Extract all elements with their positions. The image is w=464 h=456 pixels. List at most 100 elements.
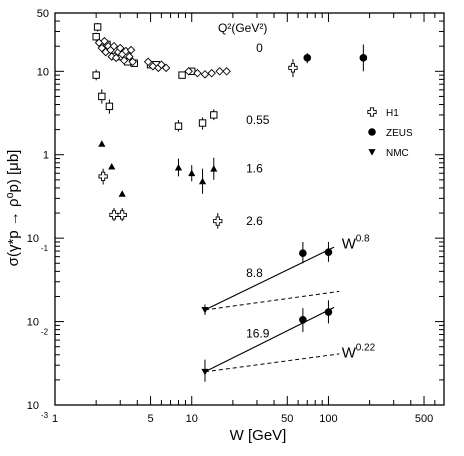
open-cross-marker [117,210,127,220]
fit-line-solid [204,306,335,373]
y-tick-exponent: -2 [41,328,49,337]
y-tick-label: 10 [27,400,39,412]
open-cross-marker [109,210,119,220]
open-diamond-marker [107,52,116,61]
open-diamond-marker [143,57,153,67]
open-diamond-marker [157,60,166,69]
filled-triangle-up-marker [108,163,116,170]
data-points [92,22,368,382]
open-square-series [92,22,218,132]
open-cross-marker [213,216,223,226]
open-square-marker [92,32,100,41]
open-square-marker [92,71,100,79]
open-diamond-marker [100,36,109,46]
open-diamond-marker [126,45,136,55]
open-square-marker [98,92,106,101]
plot-frame [54,12,445,406]
open-diamond-marker [111,53,121,63]
q2-header-label: Q²(GeV²) [218,21,267,35]
filled-triangle-down-marker [201,368,209,376]
fit-lines [204,246,340,373]
open-diamond-marker [200,70,210,79]
open-cross-marker [98,171,108,182]
fit-power-label: W [342,236,357,253]
fit-line-dashed [204,353,340,373]
open-diamond-marker [184,67,193,76]
y-tick-label: 10 [27,317,39,329]
open-square-marker [105,102,114,111]
x-tick-label: 50 [281,413,293,425]
h1-series [98,59,298,229]
legend: H1 ZEUS NMC [367,107,413,159]
filled-triangle-up-marker [174,164,183,171]
y-tick-label: 1 [43,150,49,162]
open-diamond-marker [119,56,129,65]
x-tick-label: 500 [415,413,433,425]
axis-ticks [54,12,445,406]
fit-line-solid [204,246,335,311]
filled-triangle-down-marker [201,307,209,314]
filled-triangle-down-marker [368,149,376,156]
legend-entry-label: H1 [386,108,399,119]
y-tick-label: 10 [37,66,49,78]
filled-triangle-up-series [98,140,218,197]
fit-power-label: W [342,345,357,362]
y-tick-label: 50 [37,8,49,20]
q2-value-label: 8.8 [246,266,263,280]
legend-entry-label: ZEUS [386,128,413,139]
filled-circle-marker [324,248,333,256]
fit-power-exponent: 0.8 [356,234,370,245]
q2-value-label: 0.55 [246,113,270,127]
filled-circle-marker [299,316,307,324]
fit-line-dashed [204,290,340,311]
open-cross-marker [367,107,377,117]
q2-labels: 0 0.55 1.6 2.6 8.8 16.9 [246,41,270,340]
x-tick-label: 10 [186,413,198,425]
filled-circle-marker [299,249,307,258]
open-diamond-marker [207,68,216,78]
open-diamond-marker [125,52,134,61]
filled-triangle-up-marker [98,140,106,147]
open-diamond-marker [161,63,171,73]
x-tick-labels: 1 5 10 50 100 500 [52,413,433,425]
q2-value-label: 2.6 [246,214,263,228]
open-diamond-marker [215,67,224,76]
y-tick-label: 10 [27,233,39,245]
y-tick-exponent: -3 [41,411,49,420]
x-tick-label: 1 [52,413,58,425]
open-square-marker [210,111,218,119]
filled-circle-marker [303,54,312,62]
filled-triangle-up-marker [118,190,126,197]
filled-circle-marker [368,128,376,136]
filled-triangle-up-marker [210,165,218,172]
filled-triangle-up-marker [188,169,196,177]
open-square-marker [174,122,183,130]
open-cross-marker [288,63,298,73]
open-square-marker [198,119,207,127]
open-diamond-marker [115,43,125,53]
open-diamond-marker [193,68,202,78]
fit-labels: W 0.8W 0.22 [342,234,376,362]
open-diamond-marker [109,41,119,51]
y-tick-exponent: -1 [41,244,49,253]
fit-power-exponent: 0.22 [356,343,376,354]
open-square-marker [178,71,186,79]
filled-circle-marker [324,308,333,316]
x-tick-label: 5 [148,413,154,425]
legend-entry-label: NMC [386,148,409,159]
open-diamond-series [94,36,231,79]
nmc-series [201,304,209,382]
y-axis-label: σ(γ*p → ρ⁰p) [μb] [5,150,22,267]
open-square-marker [93,23,102,31]
x-tick-label: 100 [319,413,337,425]
q2-value-label: 0 [256,41,263,55]
zeus-series [299,44,368,333]
q2-value-label: 1.6 [246,162,263,176]
x-axis-label: W [GeV] [230,427,287,444]
open-diamond-marker [128,57,137,67]
open-diamond-marker [222,67,231,76]
filled-triangle-up-marker [198,177,207,185]
q2-value-label: 16.9 [246,326,270,340]
